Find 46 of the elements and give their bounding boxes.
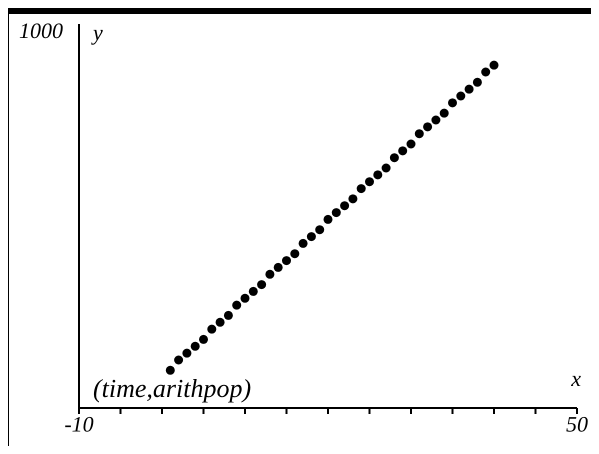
point [340, 201, 350, 210]
point [216, 318, 225, 327]
x-tick-label: 50 [566, 412, 588, 437]
point [414, 129, 424, 138]
point [298, 238, 308, 248]
point [423, 122, 432, 132]
point [365, 177, 374, 186]
point [440, 108, 449, 118]
point [490, 60, 498, 70]
point [390, 153, 399, 162]
point [324, 214, 332, 224]
point [265, 270, 274, 279]
point [232, 300, 242, 310]
point [464, 84, 474, 94]
point [190, 342, 200, 351]
point [373, 170, 382, 180]
point [448, 98, 457, 108]
point [306, 232, 316, 242]
point [199, 334, 208, 344]
point [290, 249, 300, 258]
point [274, 262, 283, 272]
point [257, 280, 266, 290]
point [398, 146, 408, 156]
y-axis-title: y [93, 20, 103, 46]
point [174, 356, 184, 364]
point [282, 256, 291, 266]
point [356, 184, 366, 194]
point [431, 116, 440, 124]
point [315, 225, 324, 234]
point [382, 164, 391, 172]
point [456, 92, 466, 100]
point [224, 310, 233, 320]
point [207, 324, 216, 334]
text: 1000 [19, 18, 63, 44]
point [166, 366, 175, 375]
point [406, 140, 416, 148]
x-axis-title: x [571, 366, 581, 392]
point [481, 68, 490, 76]
point [348, 194, 358, 204]
x-tick-label: -10 [64, 412, 94, 437]
point [472, 78, 482, 87]
point [240, 294, 250, 303]
point [248, 286, 258, 296]
point [182, 348, 192, 358]
annotation: (time,arithpop) [93, 374, 252, 404]
point [332, 208, 341, 218]
